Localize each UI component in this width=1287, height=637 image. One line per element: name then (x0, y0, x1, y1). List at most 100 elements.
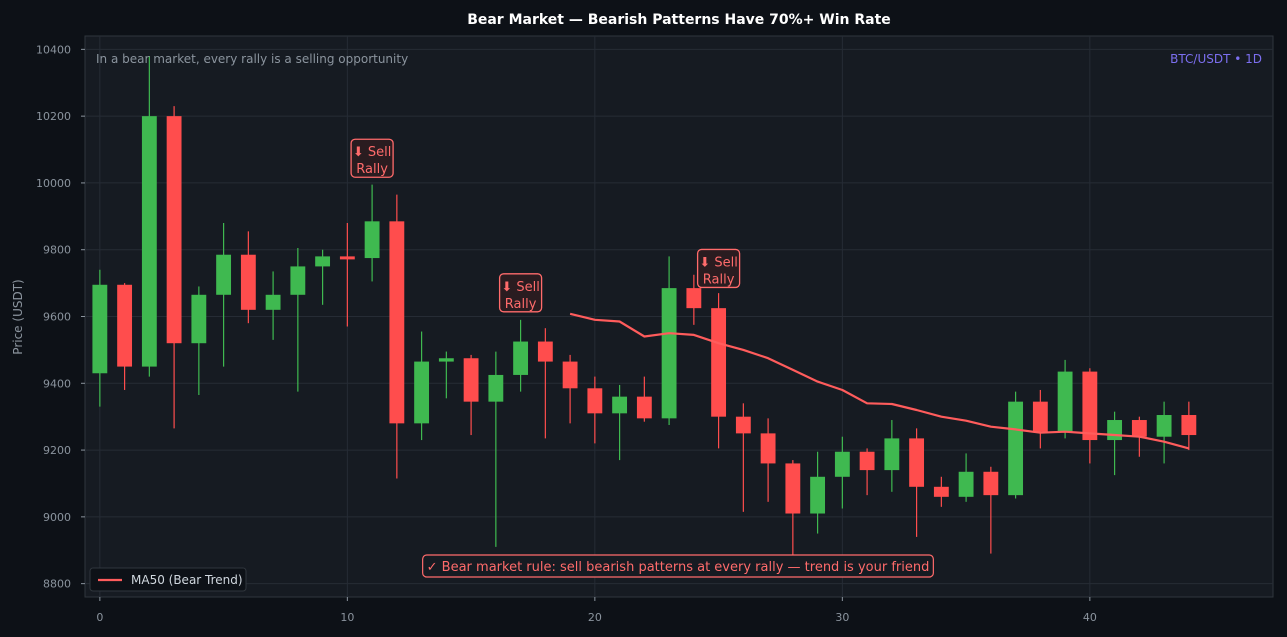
candle (389, 194, 405, 479)
candle-body (191, 294, 207, 344)
ma50-line (569, 312, 1190, 450)
candle-body (1008, 401, 1024, 496)
candle (141, 56, 157, 377)
annotation-frame (498, 273, 543, 313)
y-tick-label: 10000 (36, 177, 71, 190)
y-tick-label: 9200 (43, 444, 71, 457)
candle-body (389, 221, 405, 424)
footer-note: ✓ Bear market rule: sell bearish pattern… (427, 560, 930, 575)
annotation-text: Rally (356, 162, 388, 177)
candle-body (1107, 420, 1123, 441)
legend-frame (89, 567, 247, 592)
candle-body (1032, 401, 1048, 432)
candle-body (958, 471, 974, 497)
annotation-sell-rally: ⬇ Sell Rally (696, 248, 741, 289)
annotation-sell-rally: ⬇ Sell Rally (498, 273, 543, 313)
candle (364, 184, 380, 282)
candle-body (488, 374, 504, 402)
y-tick-labels: 8800 9000 9200 9400 9600 9800 10000 10200 10400 (36, 43, 71, 590)
candle (1181, 401, 1197, 451)
candle (488, 351, 504, 547)
candle (463, 354, 479, 436)
candle-body (463, 358, 479, 402)
candle (884, 420, 900, 492)
footer-note-box: ✓ Bear market rule: sell bearish pattern… (422, 554, 934, 578)
candle (191, 286, 207, 395)
annotation-sell-rally: ⬇ Sell Rally (350, 138, 394, 178)
candle (339, 223, 355, 327)
candle-body (1057, 371, 1073, 432)
candle-body (1156, 415, 1172, 437)
candle (958, 453, 974, 502)
candle (711, 293, 727, 449)
candle-body (265, 294, 281, 310)
candle-body (933, 486, 949, 497)
symbol-label: BTC/USDT • 1D (1170, 52, 1262, 66)
chart-subtitle: In a bear market, every rally is a selli… (96, 52, 408, 66)
candle (1082, 368, 1098, 464)
candle-body (315, 256, 331, 267)
candle-body (290, 266, 306, 295)
annotation-text: Rally (703, 272, 735, 287)
candle-body (711, 308, 727, 417)
candle (810, 451, 826, 534)
candle-body (537, 341, 553, 362)
candle (983, 466, 999, 554)
annotation-text: ⬇ Sell (353, 145, 392, 160)
candle (1008, 391, 1024, 499)
candles (92, 56, 1197, 562)
candle (166, 106, 182, 429)
candle-body (216, 254, 232, 295)
candle (661, 256, 677, 426)
candle-body (414, 361, 430, 424)
candle-body (859, 451, 875, 471)
candle-body (612, 396, 628, 414)
candle-body (364, 221, 380, 259)
grid-lines (81, 36, 1273, 601)
candle-body (834, 451, 850, 477)
chart-title: Bear Market — Bearish Patterns Have 70%+… (467, 12, 891, 28)
candle-body (240, 254, 256, 310)
x-tick-labels: 0 10 20 30 40 (96, 611, 1096, 624)
legend-label-ma50: MA50 (Bear Trend) (131, 573, 243, 587)
candle-body (686, 288, 702, 309)
candle (686, 274, 702, 325)
candle (117, 283, 133, 390)
candle-body (1082, 371, 1098, 441)
candle (92, 269, 108, 407)
candle (414, 331, 430, 441)
y-tick-label: 10200 (36, 110, 71, 123)
candle (1057, 359, 1073, 439)
annotation-text: Rally (505, 297, 537, 312)
candle-body (562, 361, 578, 389)
candle-body (1131, 420, 1147, 437)
candle-body (735, 416, 751, 434)
candle (909, 428, 925, 537)
candle (612, 384, 628, 461)
y-tick-label: 10400 (36, 43, 71, 56)
y-axis-label: Price (USDT) (11, 279, 25, 354)
candle (290, 248, 306, 392)
candle (1156, 401, 1172, 464)
candle-body (1181, 415, 1197, 436)
x-tick-label: 30 (835, 611, 849, 624)
y-tick-label: 9400 (43, 377, 71, 390)
candle (587, 376, 603, 444)
candle (785, 460, 801, 562)
annotation-frame (350, 138, 394, 178)
candle-body (760, 433, 776, 464)
candle-body (661, 288, 677, 419)
x-tick-label: 20 (588, 611, 602, 624)
candle-body (141, 116, 157, 367)
candle (859, 448, 875, 496)
candle-body (983, 471, 999, 496)
y-tick-label: 9000 (43, 511, 71, 524)
legend: MA50 (Bear Trend) (89, 567, 247, 592)
candle (315, 249, 331, 305)
candle (513, 319, 529, 392)
y-tick-label: 9600 (43, 311, 71, 324)
candle (933, 476, 949, 507)
x-tick-label: 0 (96, 611, 103, 624)
candle-body (810, 476, 826, 514)
